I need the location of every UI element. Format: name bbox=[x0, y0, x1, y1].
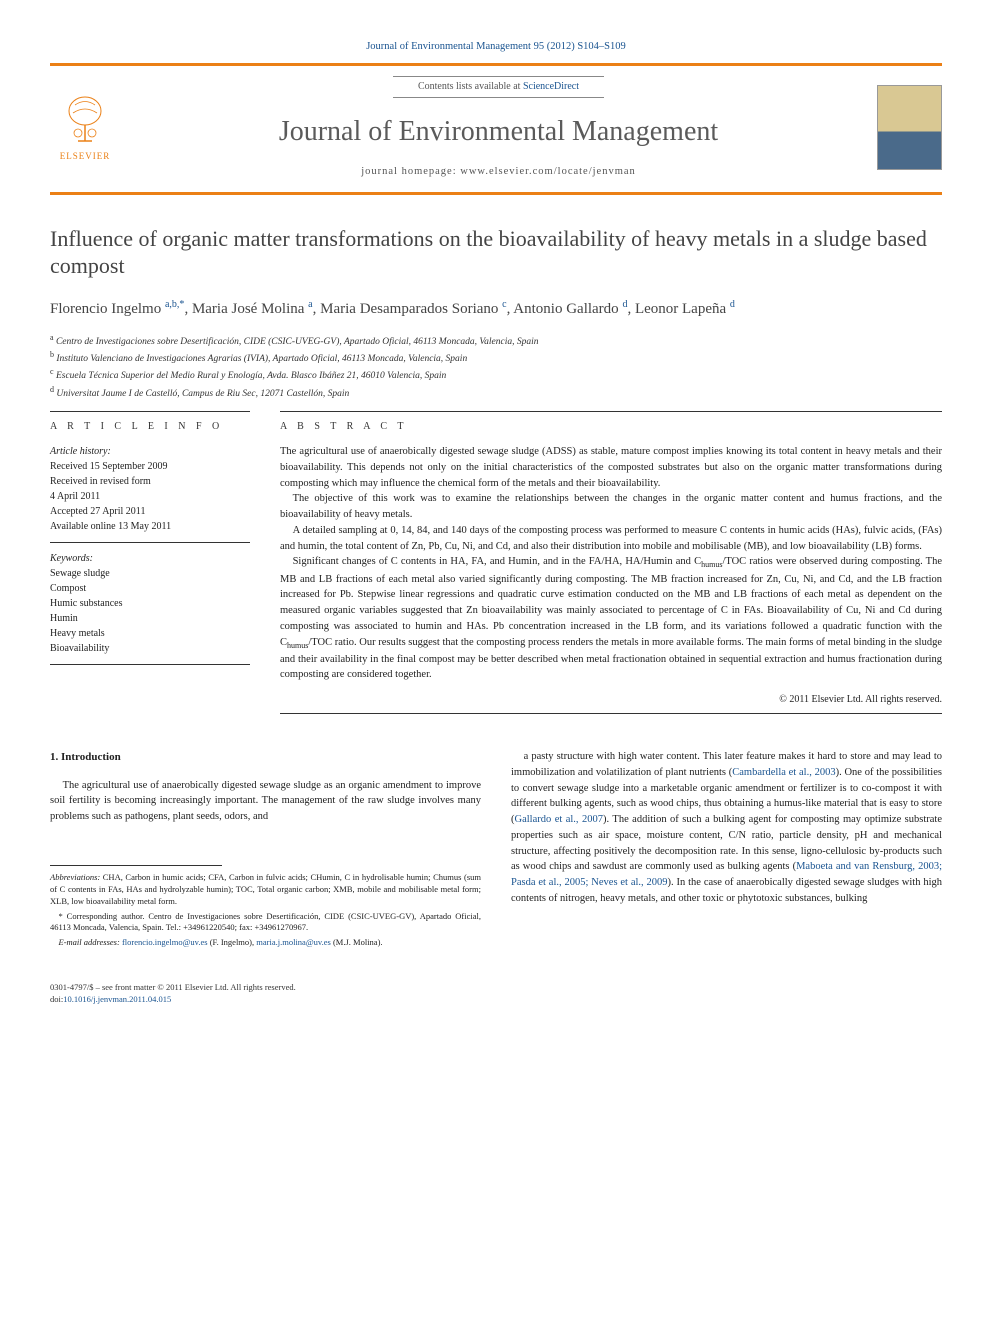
history-line: 4 April 2011 bbox=[50, 489, 250, 504]
author-list: Florencio Ingelmo a,b,*, Maria José Moli… bbox=[50, 298, 942, 320]
citation-line: Journal of Environmental Management 95 (… bbox=[50, 40, 942, 55]
corresponding-author-footnote: * Corresponding author. Centro de Invest… bbox=[50, 911, 481, 935]
elsevier-tree-icon bbox=[60, 93, 110, 148]
page-root: Journal of Environmental Management 95 (… bbox=[0, 0, 992, 1046]
footnote-rule bbox=[50, 865, 222, 866]
affiliations: a Centro de Investigaciones sobre Desert… bbox=[50, 332, 942, 402]
history-line: Accepted 27 April 2011 bbox=[50, 504, 250, 519]
keyword-item: Humic substances bbox=[50, 596, 250, 611]
section-title: Introduction bbox=[61, 751, 121, 763]
email-label: E-mail addresses: bbox=[59, 937, 120, 947]
article-info-column: A R T I C L E I N F O Article history: R… bbox=[50, 411, 250, 714]
abstract-paragraph: The agricultural use of anaerobically di… bbox=[280, 444, 942, 491]
keyword-item: Sewage sludge bbox=[50, 566, 250, 581]
keyword-item: Bioavailability bbox=[50, 641, 250, 656]
section-1-heading: 1. Introduction bbox=[50, 749, 481, 766]
homepage-url[interactable]: www.elsevier.com/locate/jenvman bbox=[460, 166, 636, 177]
article-title: Influence of organic matter transformati… bbox=[50, 225, 942, 280]
keyword-item: Compost bbox=[50, 581, 250, 596]
bottom-metadata: 0301-4797/$ – see front matter © 2011 El… bbox=[50, 982, 942, 1006]
body-columns: 1. Introduction The agricultural use of … bbox=[50, 749, 942, 952]
affiliation-line: c Escuela Técnica Superior del Medio Rur… bbox=[50, 366, 942, 383]
keyword-item: Heavy metals bbox=[50, 626, 250, 641]
email-name-1: (F. Ingelmo), bbox=[208, 937, 257, 947]
abstract-rule bbox=[280, 713, 942, 714]
journal-cover-thumbnail[interactable] bbox=[877, 85, 942, 170]
abbreviations-footnote: Abbreviations: CHA, Carbon in humic acid… bbox=[50, 872, 481, 908]
publisher-name: ELSEVIER bbox=[60, 150, 111, 163]
email-name-2: (M.J. Molina). bbox=[331, 937, 383, 947]
intro-para-right: a pasty structure with high water conten… bbox=[511, 749, 942, 907]
history-line: Received 15 September 2009 bbox=[50, 459, 250, 474]
affiliation-line: b Instituto Valenciano de Investigacione… bbox=[50, 349, 942, 366]
citation-link[interactable]: Cambardella et al., 2003 bbox=[732, 767, 835, 778]
contents-prefix: Contents lists available at bbox=[418, 81, 523, 92]
article-info-heading: A R T I C L E I N F O bbox=[50, 411, 250, 434]
abstract-text: The agricultural use of anaerobically di… bbox=[280, 444, 942, 683]
abstract-paragraph: The objective of this work was to examin… bbox=[280, 491, 942, 523]
citation-link[interactable]: Maboeta and van Rensburg, 2003; Pasda et… bbox=[511, 861, 942, 888]
doi-link[interactable]: 10.1016/j.jenvman.2011.04.015 bbox=[63, 994, 171, 1004]
email-link-2[interactable]: maria.j.molina@uv.es bbox=[256, 937, 331, 947]
email-footnote: E-mail addresses: florencio.ingelmo@uv.e… bbox=[50, 937, 481, 949]
intro-para-left: The agricultural use of anaerobically di… bbox=[50, 778, 481, 825]
history-label: Article history: bbox=[50, 444, 250, 459]
history-line: Received in revised form bbox=[50, 474, 250, 489]
doi-line: doi:10.1016/j.jenvman.2011.04.015 bbox=[50, 994, 942, 1006]
abstract-paragraph: Significant changes of C contents in HA,… bbox=[280, 554, 942, 683]
info-abstract-row: A R T I C L E I N F O Article history: R… bbox=[50, 411, 942, 714]
history-line: Available online 13 May 2011 bbox=[50, 519, 250, 534]
doi-prefix: doi: bbox=[50, 994, 63, 1004]
journal-name: Journal of Environmental Management bbox=[135, 112, 862, 151]
article-history: Article history: Received 15 September 2… bbox=[50, 444, 250, 543]
contents-available: Contents lists available at ScienceDirec… bbox=[393, 76, 604, 98]
footnotes: Abbreviations: CHA, Carbon in humic acid… bbox=[50, 872, 481, 949]
affiliation-line: a Centro de Investigaciones sobre Desert… bbox=[50, 332, 942, 349]
keywords-label: Keywords: bbox=[50, 551, 250, 566]
abstract-copyright: © 2011 Elsevier Ltd. All rights reserved… bbox=[280, 693, 942, 707]
keywords-block: Keywords: Sewage sludgeCompostHumic subs… bbox=[50, 551, 250, 665]
abstract-column: A B S T R A C T The agricultural use of … bbox=[280, 411, 942, 714]
keyword-item: Humin bbox=[50, 611, 250, 626]
masthead-center: Contents lists available at ScienceDirec… bbox=[135, 76, 862, 180]
abbrev-text: CHA, Carbon in humic acids; CFA, Carbon … bbox=[50, 872, 481, 906]
journal-masthead: ELSEVIER Contents lists available at Sci… bbox=[50, 63, 942, 195]
elsevier-logo[interactable]: ELSEVIER bbox=[50, 88, 120, 168]
email-link-1[interactable]: florencio.ingelmo@uv.es bbox=[122, 937, 208, 947]
abstract-heading: A B S T R A C T bbox=[280, 411, 942, 434]
front-matter-line: 0301-4797/$ – see front matter © 2011 El… bbox=[50, 982, 942, 994]
body-right-column: a pasty structure with high water conten… bbox=[511, 749, 942, 952]
homepage-prefix: journal homepage: bbox=[361, 166, 460, 177]
section-number: 1. bbox=[50, 751, 58, 763]
affiliation-line: d Universitat Jaume I de Castelló, Campu… bbox=[50, 384, 942, 401]
abstract-paragraph: A detailed sampling at 0, 14, 84, and 14… bbox=[280, 523, 942, 555]
corr-label: * Corresponding author. bbox=[59, 911, 145, 921]
citation-link[interactable]: Gallardo et al., 2007 bbox=[515, 814, 604, 825]
sciencedirect-link[interactable]: ScienceDirect bbox=[523, 81, 579, 92]
abbrev-label: Abbreviations: bbox=[50, 872, 100, 882]
body-left-column: 1. Introduction The agricultural use of … bbox=[50, 749, 481, 952]
homepage-line: journal homepage: www.elsevier.com/locat… bbox=[135, 165, 862, 180]
